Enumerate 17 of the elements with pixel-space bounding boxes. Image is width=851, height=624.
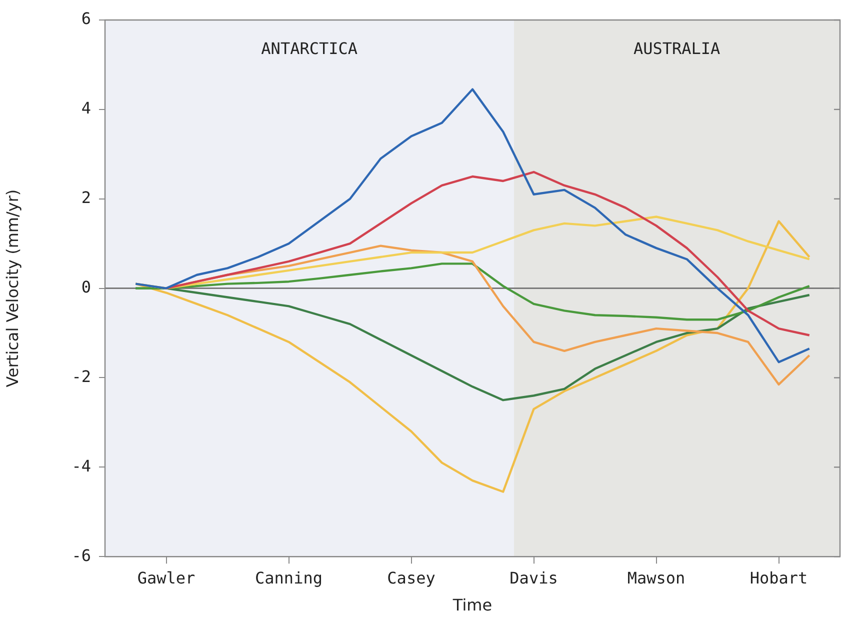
- x-axis-title: Time: [452, 596, 492, 615]
- y-tick-label: 4: [81, 98, 91, 118]
- y-tick-label: -6: [72, 546, 91, 565]
- annotation: ANTARCTICA: [261, 39, 358, 58]
- y-tick-label: 6: [81, 9, 91, 28]
- x-tick-label: Mawson: [627, 568, 686, 588]
- x-tick-label: Casey: [387, 568, 436, 588]
- y-tick-label: -4: [72, 456, 91, 476]
- y-axis-title: Vertical Velocity (mm/yr): [2, 189, 22, 388]
- y-tick-label: 2: [81, 188, 91, 208]
- y-tick-label: 0: [81, 277, 91, 296]
- y-tick-label: -2: [72, 366, 91, 386]
- x-tick-label: Hobart: [750, 568, 808, 588]
- x-tick-label: Canning: [255, 568, 322, 588]
- annotation: AUSTRALIA: [633, 39, 721, 58]
- x-tick-label: Davis: [510, 568, 558, 588]
- x-tick-label: Gawler: [137, 568, 196, 588]
